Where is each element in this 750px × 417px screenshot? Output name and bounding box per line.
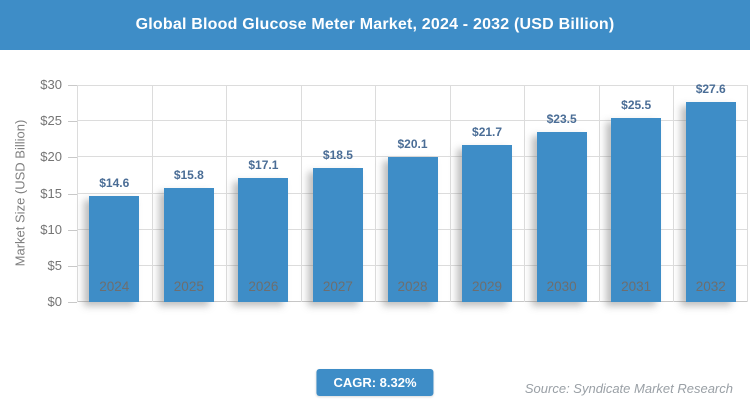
x-tick-label: 2029 — [472, 279, 503, 294]
y-tick-label: $30 — [40, 77, 62, 92]
bar-2031 — [611, 117, 662, 302]
bar-value-label: $17.1 — [248, 158, 279, 173]
bar-value-label: $23.5 — [546, 112, 577, 127]
y-tick-label: $15 — [40, 185, 62, 201]
y-tick-label: $0 — [47, 294, 62, 309]
y-tick-label: $10 — [40, 221, 62, 237]
x-tick-label: 2032 — [695, 279, 726, 294]
x-tick-label: 2025 — [173, 279, 204, 294]
gridline-vertical — [673, 85, 674, 302]
gridline-vertical — [747, 85, 748, 302]
y-tick-label: $5 — [47, 257, 62, 273]
bar-value-label: $27.6 — [695, 82, 726, 97]
bar-value-label: $25.5 — [621, 97, 652, 112]
x-tick-label: 2027 — [322, 279, 353, 294]
plot-area: $14.6 $15.8 $17.1 $18.5 $20.1 $21.7 $23.5 $25.5… — [77, 82, 748, 302]
y-tick-mark — [68, 229, 77, 231]
bar-value-label: $14.6 — [99, 176, 130, 191]
y-tick-mark — [68, 121, 77, 123]
gridline-vertical — [450, 85, 451, 302]
y-tick-mark — [68, 193, 77, 195]
x-tick-label: 2024 — [99, 279, 130, 294]
gridline-vertical — [77, 85, 78, 302]
gridline-vertical — [599, 85, 600, 302]
x-tick-label: 2031 — [621, 279, 652, 294]
y-tick-label: $20 — [40, 149, 62, 165]
gridline-vertical — [226, 85, 227, 302]
gridline-vertical — [375, 85, 376, 302]
bar-value-label: $21.7 — [472, 125, 503, 140]
bar-value-label: $15.8 — [173, 167, 204, 182]
y-tick-mark — [68, 265, 77, 267]
x-tick-label: 2028 — [397, 279, 428, 294]
chart-region: Market Size (USD Billion) $0 $5 $10 $15 $20 $… — [0, 50, 750, 350]
y-tick-mark — [68, 157, 77, 159]
y-tick-mark — [68, 85, 77, 86]
chart-title-bar: Global Blood Glucose Meter Market, 2024 … — [0, 0, 750, 50]
bar-value-label: $20.1 — [397, 136, 428, 151]
gridline-horizontal — [77, 85, 748, 86]
y-tick-mark — [68, 302, 77, 303]
bar-2029 — [462, 145, 513, 302]
bar-2030 — [536, 132, 587, 302]
gridline-vertical — [152, 85, 153, 302]
bar-2024 — [89, 196, 140, 302]
x-tick-label: 2030 — [546, 279, 577, 294]
x-tick-label: 2026 — [248, 279, 279, 294]
chart-title: Global Blood Glucose Meter Market, 2024 … — [135, 16, 615, 33]
bar-value-label: $18.5 — [322, 148, 353, 163]
cagr-badge: CAGR: 8.32% — [316, 369, 434, 396]
bar-2027 — [312, 168, 363, 302]
bar-2026 — [238, 178, 289, 302]
gridline-vertical — [524, 85, 525, 302]
source-note: Source: Syndicate Market Research — [524, 381, 733, 396]
y-tick-label: $25 — [40, 113, 62, 129]
bar-2032 — [685, 102, 736, 302]
gridline-horizontal — [77, 120, 748, 122]
bar-2028 — [387, 156, 438, 302]
gridline-vertical — [301, 85, 302, 302]
bar-2025 — [163, 187, 214, 302]
